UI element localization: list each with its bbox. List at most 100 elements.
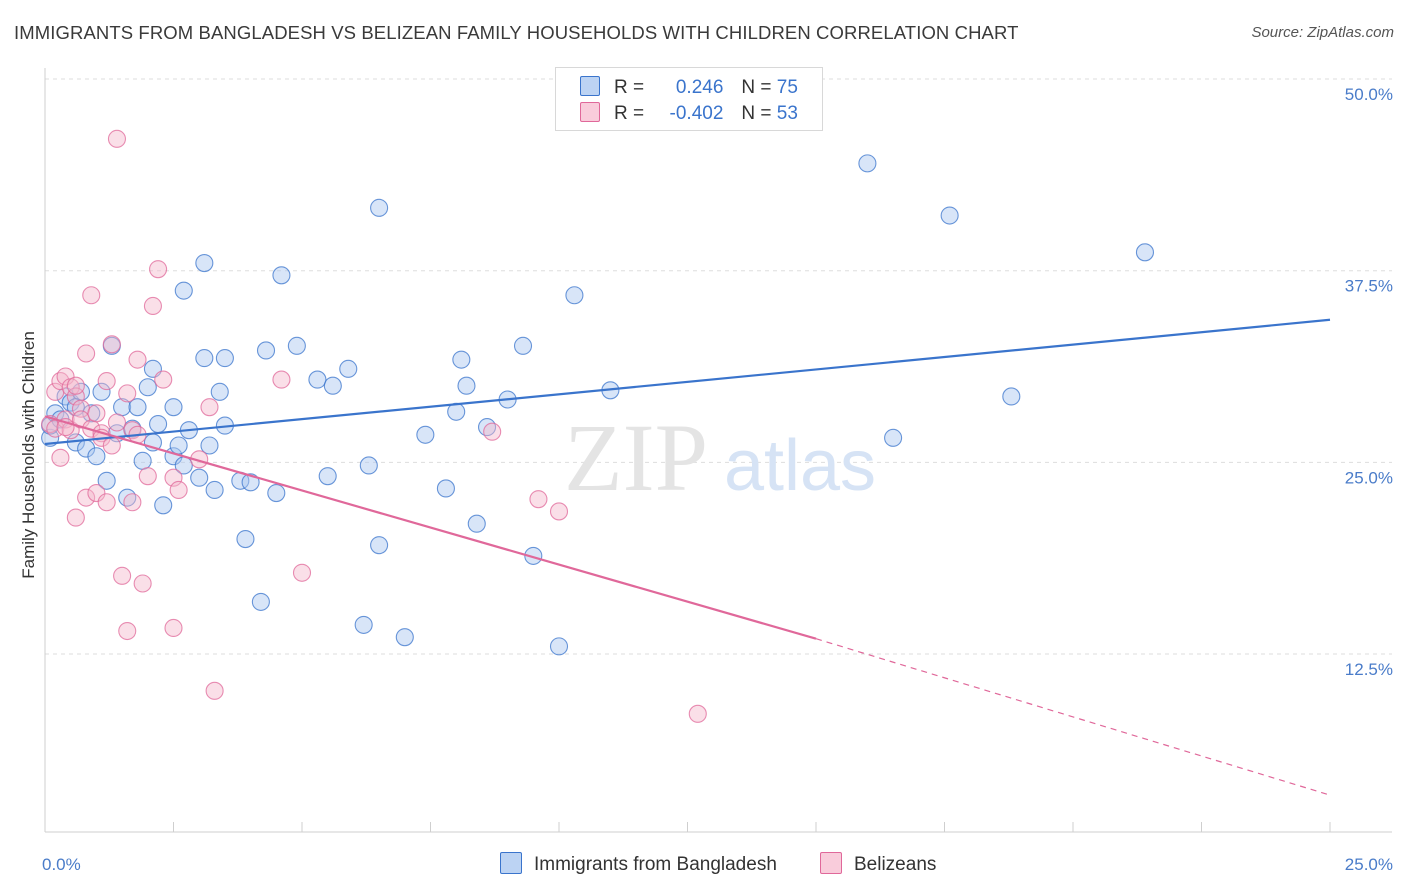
y-tick-label: 50.0% (1345, 85, 1393, 104)
point-bangladesh (164, 398, 183, 417)
point-bangladesh (1135, 243, 1155, 262)
point-bangladesh (149, 414, 168, 434)
chart-source: Source: ZipAtlas.com (1251, 24, 1394, 41)
point-bangladesh (287, 336, 306, 355)
point-belizeans (169, 480, 188, 500)
point-bangladesh (457, 376, 476, 395)
point-bangladesh (200, 436, 219, 455)
point-bangladesh (318, 467, 337, 486)
legend-item-bangladesh: Immigrants from Bangladesh (500, 852, 777, 876)
point-belizeans (87, 404, 106, 423)
tick-labels: 12.5% 25.0% 37.5% 50.0% 0.0% 25.0% (42, 85, 1393, 874)
point-bangladesh (169, 436, 188, 455)
point-belizeans (143, 296, 162, 316)
legend-row-belizeans: R = -0.402 N = 53 (580, 102, 798, 126)
point-belizeans (66, 376, 85, 395)
point-bangladesh (452, 350, 471, 369)
point-bangladesh (87, 447, 106, 466)
point-bangladesh (133, 451, 152, 470)
point-belizeans (123, 493, 142, 512)
point-belizeans (102, 335, 121, 354)
point-bangladesh (467, 514, 486, 533)
point-belizeans (154, 370, 173, 389)
series-legend: Immigrants from Bangladesh Belizeans (0, 852, 1406, 878)
legend-swatch-blue (580, 76, 600, 96)
point-bangladesh (308, 370, 327, 389)
point-belizeans (77, 488, 96, 507)
point-bangladesh (272, 266, 291, 285)
point-belizeans (149, 260, 168, 279)
point-bangladesh (436, 479, 455, 498)
trend-line-belizeans-extension (815, 638, 1331, 796)
point-bangladesh (97, 471, 116, 490)
point-belizeans (200, 398, 219, 417)
y-tick-label: 25.0% (1345, 468, 1393, 487)
point-bangladesh (370, 198, 389, 217)
legend-n-label: N = (741, 103, 772, 124)
point-bangladesh (395, 628, 414, 647)
point-belizeans (97, 493, 116, 512)
point-belizeans (82, 286, 101, 305)
point-belizeans (51, 448, 70, 467)
point-bangladesh (524, 546, 543, 565)
legend-r-label: R = (614, 103, 645, 124)
legend-r-value: 0.246 (675, 77, 724, 98)
point-belizeans (272, 370, 291, 389)
point-bangladesh (339, 359, 358, 378)
legend-swatch-pink (580, 102, 600, 122)
y-tick-label: 37.5% (1345, 277, 1393, 296)
point-bangladesh (549, 637, 569, 656)
point-bangladesh (174, 281, 193, 300)
point-belizeans (71, 410, 91, 429)
point-belizeans (66, 508, 85, 527)
point-belizeans (549, 502, 569, 521)
legend-r-label: R = (614, 77, 645, 98)
legend-swatch-bangladesh (500, 852, 522, 874)
point-bangladesh (154, 496, 173, 515)
point-belizeans (164, 618, 183, 638)
trend-line-bangladesh (44, 318, 1331, 446)
point-bangladesh (138, 378, 157, 397)
point-bangladesh (416, 425, 435, 444)
point-belizeans (107, 129, 127, 148)
point-bangladesh (195, 349, 214, 368)
point-belizeans (113, 566, 132, 585)
point-bangladesh (195, 253, 214, 273)
point-bangladesh (858, 154, 877, 173)
legend-item-belizeans: Belizeans (820, 852, 936, 876)
point-belizeans (138, 467, 157, 486)
legend-label-belizeans: Belizeans (854, 854, 937, 875)
point-belizeans (205, 681, 224, 700)
point-bangladesh (267, 483, 286, 503)
point-belizeans (133, 574, 152, 593)
point-bangladesh (92, 382, 111, 401)
trend-line-belizeans (44, 415, 817, 640)
point-belizeans (118, 384, 137, 403)
point-belizeans (77, 344, 96, 363)
point-bangladesh (82, 404, 101, 423)
legend-row-bangladesh: R = 0.246 N = 75 (580, 76, 798, 100)
point-belizeans (128, 350, 147, 369)
watermark-zip: ZIP (564, 404, 708, 511)
grid (45, 78, 1392, 655)
trend-lines (44, 318, 1331, 796)
point-belizeans (688, 704, 707, 723)
y-tick-label: 12.5% (1345, 660, 1393, 679)
watermark-atlas: atlas (724, 426, 876, 506)
point-bangladesh (256, 341, 276, 360)
point-bangladesh (884, 428, 903, 447)
point-bangladesh (513, 336, 533, 355)
point-bangladesh (215, 349, 234, 368)
points (41, 129, 1155, 723)
legend-n-value: 75 (776, 77, 798, 98)
point-belizeans (292, 563, 312, 582)
legend-r-value: -0.402 (669, 103, 724, 124)
point-belizeans (56, 367, 75, 386)
legend-n-label: N = (741, 77, 772, 98)
point-bangladesh (323, 376, 342, 395)
point-bangladesh (1002, 387, 1021, 406)
legend-n-value: 53 (776, 103, 798, 124)
point-bangladesh (241, 473, 260, 492)
point-bangladesh (565, 286, 584, 305)
point-bangladesh (190, 468, 209, 487)
